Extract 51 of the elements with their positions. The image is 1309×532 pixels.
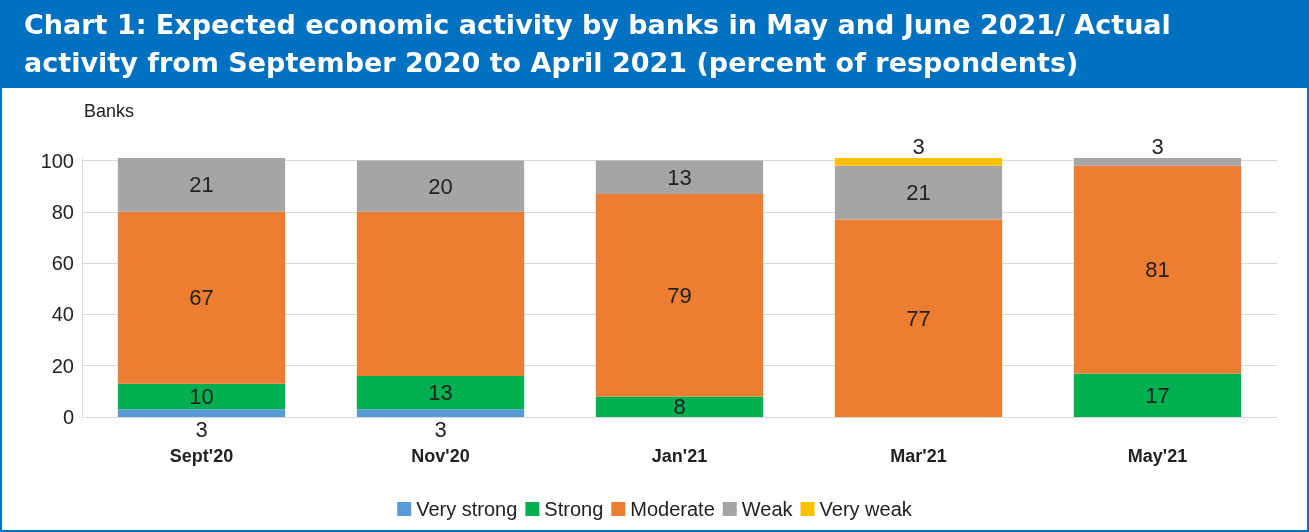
bar: [1073, 373, 1242, 417]
data-label: 20: [428, 173, 453, 199]
data-label: 13: [428, 380, 453, 406]
bar: [117, 211, 286, 384]
data-label: 3: [195, 416, 208, 442]
bar: [356, 375, 525, 410]
data-label: 21: [189, 172, 214, 198]
data-label: 67: [189, 285, 214, 311]
bar: [834, 165, 1003, 220]
data-label: 3: [434, 416, 447, 442]
data-label: 81: [1145, 257, 1170, 283]
data-label: 3: [1151, 133, 1164, 159]
data-label: 3: [912, 133, 925, 159]
y-tick-label: 20: [51, 354, 74, 377]
y-tick-label: 80: [51, 200, 74, 223]
data-label: 21: [906, 180, 931, 206]
legend-label: Moderate: [630, 498, 715, 520]
data-label: 79: [667, 282, 692, 308]
y-axis-title: Banks: [84, 101, 135, 121]
bar: [834, 158, 1003, 166]
bar: [834, 219, 1003, 417]
y-tick-label: 0: [62, 406, 74, 428]
x-tick-label: May'21: [1127, 446, 1188, 466]
y-tick-label: 100: [40, 149, 74, 172]
bar: [595, 193, 764, 397]
bar: [117, 409, 286, 417]
bar: [1073, 165, 1242, 374]
legend-label: Very strong: [416, 498, 518, 520]
legend-label: Weak: [741, 498, 794, 520]
bar: [356, 160, 525, 212]
y-tick-label: 60: [51, 252, 74, 275]
bar: [595, 160, 764, 194]
data-label: 13: [667, 164, 692, 190]
bar: [117, 158, 286, 212]
y-tick-label: 40: [51, 303, 74, 326]
data-label: 10: [189, 383, 214, 409]
bar: [356, 211, 525, 376]
legend-label: Very weak: [819, 498, 913, 520]
x-tick-label: Mar'21: [890, 446, 947, 466]
bar: [356, 409, 525, 417]
bar: [595, 396, 764, 417]
x-tick-label: Sept'20: [169, 446, 234, 466]
data-label: 8: [673, 394, 686, 420]
chart-title: Chart 1: Expected economic activity by banks in May and June 2021/ Actual activity from September 2020 to April 2021 (percent of respondents): [2, 2, 1307, 88]
bar: [117, 383, 286, 410]
x-tick-label: Nov'20: [411, 446, 470, 466]
data-label: 17: [1145, 382, 1170, 408]
bar: [1073, 158, 1242, 166]
x-tick-label: Jan'21: [651, 446, 708, 466]
data-label: 77: [906, 305, 931, 331]
legend-label: Strong: [544, 498, 604, 520]
